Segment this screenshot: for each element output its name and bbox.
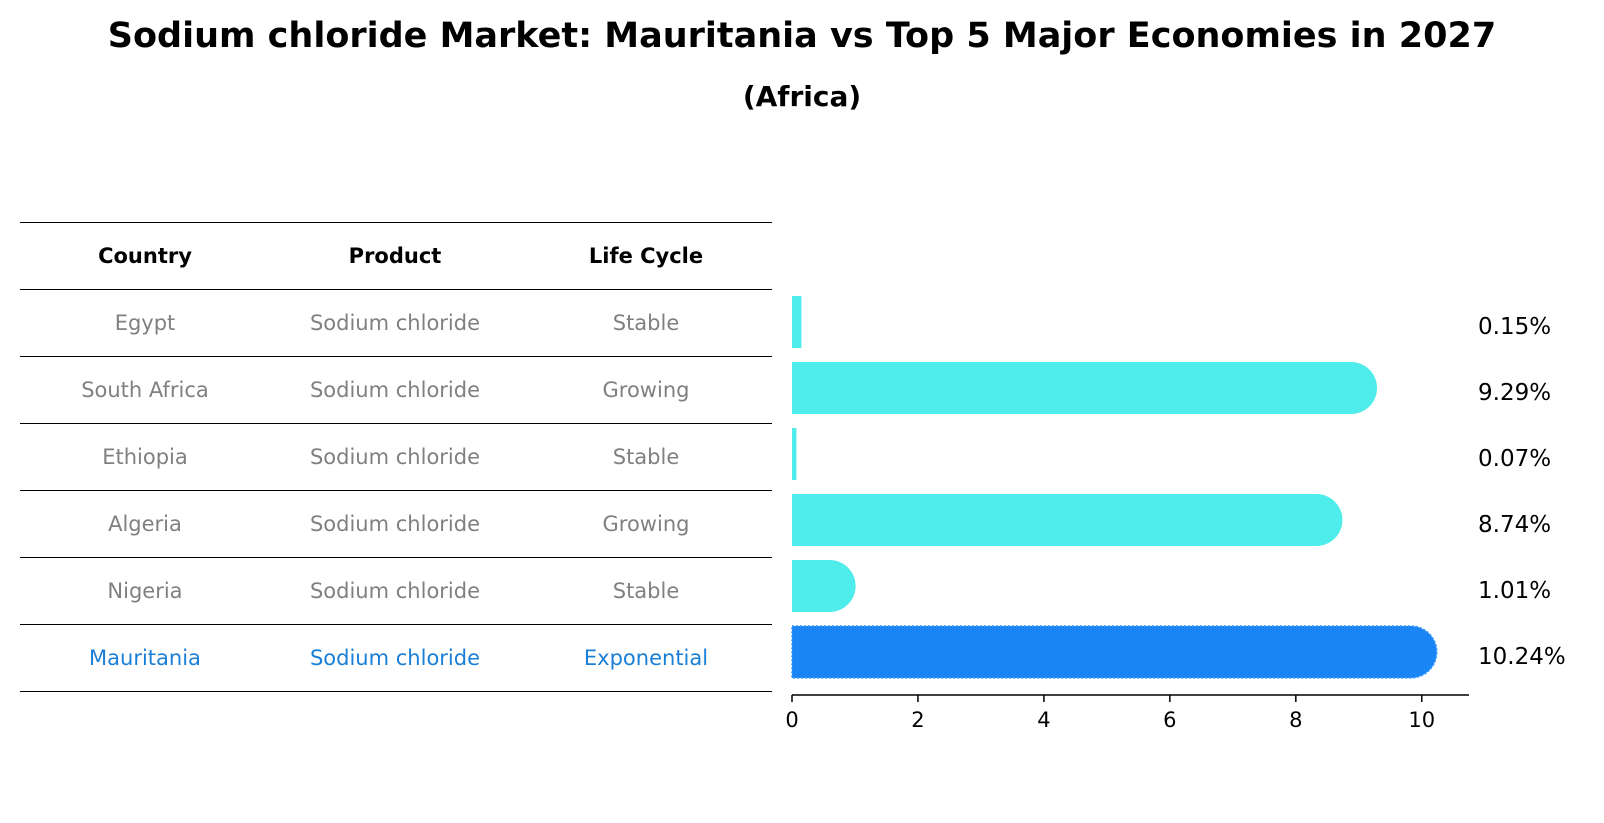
bar-ethiopia xyxy=(792,428,797,480)
chart-title: Sodium chloride Market: Mauritania vs To… xyxy=(107,16,1497,56)
value-label: 0.07% xyxy=(1478,446,1551,472)
product-cell: Sodium chloride xyxy=(309,445,481,469)
life-cycle-cell: Stable xyxy=(612,445,680,469)
table-row-highlight: Mauritania Sodium chloride Exponential xyxy=(20,624,772,692)
value-label: 9.29% xyxy=(1478,380,1551,406)
header-product: Product xyxy=(348,244,442,268)
x-tick-label: 6 xyxy=(1163,708,1176,732)
country-cell: Egypt xyxy=(114,311,176,335)
product-cell: Sodium chloride xyxy=(309,579,481,603)
life-cycle-cell: Growing xyxy=(602,512,690,536)
table-header-row: Country Product Life Cycle xyxy=(20,222,772,289)
x-tick-label: 4 xyxy=(1037,708,1050,732)
table-row: Nigeria Sodium chloride Stable xyxy=(20,557,772,624)
x-tick-label: 8 xyxy=(1289,708,1302,732)
table-row: Egypt Sodium chloride Stable xyxy=(20,289,772,356)
x-tick-label: 10 xyxy=(1408,708,1435,732)
product-cell: Sodium chloride xyxy=(309,646,481,670)
table-row: South Africa Sodium chloride Growing xyxy=(20,356,772,423)
country-cell: South Africa xyxy=(81,378,209,402)
table-row: Algeria Sodium chloride Growing xyxy=(20,490,772,557)
bar-mauritania xyxy=(791,625,1438,679)
value-label: 10.24% xyxy=(1478,644,1566,670)
life-cycle-cell: Growing xyxy=(602,378,690,402)
bar-algeria xyxy=(792,494,1343,546)
value-label: 8.74% xyxy=(1478,512,1551,538)
bar-egypt xyxy=(792,296,802,348)
value-label: 0.15% xyxy=(1478,314,1551,340)
country-cell: Mauritania xyxy=(89,646,201,670)
life-cycle-cell: Stable xyxy=(612,579,680,603)
country-cell: Algeria xyxy=(108,512,182,536)
bar-nigeria xyxy=(792,560,856,612)
country-cell: Ethiopia xyxy=(102,445,188,469)
data-table: Country Product Life Cycle Egypt Sodium … xyxy=(20,222,772,692)
product-cell: Sodium chloride xyxy=(309,378,481,402)
country-cell: Nigeria xyxy=(107,579,183,603)
header-country: Country xyxy=(98,244,192,268)
chart-subtitle: (Africa) xyxy=(742,80,862,113)
life-cycle-cell: Exponential xyxy=(583,646,709,670)
bar-south-africa xyxy=(792,362,1378,414)
product-cell: Sodium chloride xyxy=(309,311,481,335)
value-label: 1.01% xyxy=(1478,578,1551,604)
header-life-cycle: Life Cycle xyxy=(588,244,704,268)
x-tick-label: 2 xyxy=(911,708,924,732)
table-row: Ethiopia Sodium chloride Stable xyxy=(20,423,772,490)
product-cell: Sodium chloride xyxy=(309,512,481,536)
life-cycle-cell: Stable xyxy=(612,311,680,335)
x-tick-label: 0 xyxy=(785,708,798,732)
